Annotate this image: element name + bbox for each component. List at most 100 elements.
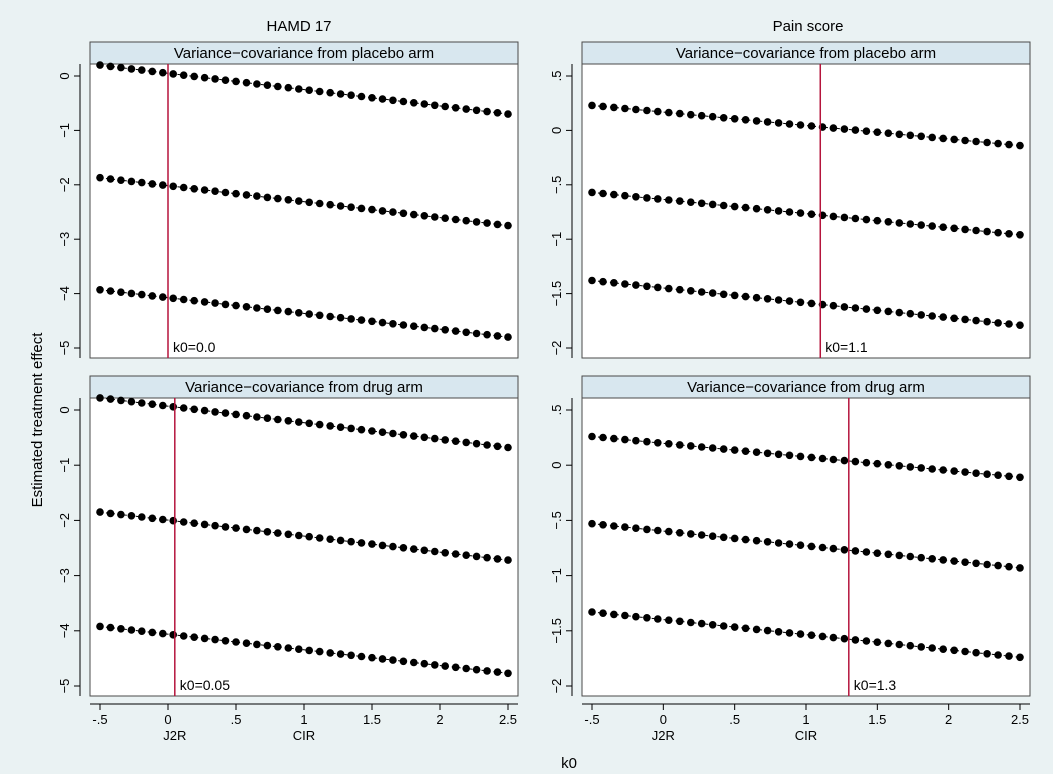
data-point <box>687 442 695 450</box>
data-point <box>774 207 783 215</box>
data-point <box>190 633 198 641</box>
data-point <box>190 405 198 414</box>
x-tick-label: 2.5 <box>1011 712 1029 727</box>
data-point <box>462 664 471 673</box>
data-point <box>917 221 925 229</box>
data-point <box>441 662 450 670</box>
data-point <box>708 200 717 209</box>
data-point <box>148 400 157 409</box>
data-point <box>336 90 345 98</box>
data-point <box>972 226 980 235</box>
data-point <box>200 406 209 415</box>
data-point <box>1005 652 1013 660</box>
data-point <box>295 418 303 426</box>
data-point <box>1005 140 1013 149</box>
data-point <box>462 328 471 337</box>
panel-title: Variance−covariance from drug arm <box>687 379 925 396</box>
data-point <box>483 553 491 562</box>
data-point <box>708 621 717 629</box>
series-connector <box>99 625 509 674</box>
series-2 <box>96 173 512 230</box>
data-point <box>347 424 355 433</box>
data-point <box>621 104 629 113</box>
data-point <box>610 522 618 530</box>
data-point <box>451 104 460 112</box>
data-point <box>357 92 366 101</box>
data-point <box>315 87 324 96</box>
data-point <box>472 552 481 561</box>
data-point <box>347 203 355 211</box>
data-point <box>169 182 177 191</box>
data-point <box>493 668 502 676</box>
data-point <box>895 219 904 227</box>
data-point <box>211 299 219 307</box>
data-point <box>862 215 871 224</box>
data-point <box>399 657 408 666</box>
data-point <box>928 644 936 652</box>
data-point <box>169 403 177 411</box>
data-point <box>431 101 439 110</box>
data-point <box>654 195 662 203</box>
data-point <box>305 310 314 318</box>
data-point <box>159 293 167 301</box>
data-point <box>643 194 651 202</box>
series-connector <box>99 511 509 561</box>
data-point <box>1016 564 1024 572</box>
data-point <box>763 538 772 546</box>
data-point <box>719 445 728 453</box>
data-point <box>676 441 684 449</box>
data-point <box>708 112 717 121</box>
data-point <box>906 309 915 318</box>
data-point <box>368 653 376 662</box>
data-point <box>928 555 936 563</box>
data-point <box>730 623 739 631</box>
data-point <box>763 626 772 635</box>
data-point <box>315 647 324 656</box>
data-point <box>895 462 904 470</box>
data-point <box>873 638 882 646</box>
data-point <box>654 283 662 292</box>
data-point <box>939 223 947 231</box>
data-point <box>295 309 303 317</box>
data-point <box>138 290 146 299</box>
data-point <box>305 198 314 207</box>
data-point <box>232 410 240 419</box>
data-point <box>796 630 805 638</box>
panel-title: Variance−covariance from placebo arm <box>174 45 434 62</box>
x-axis-title: k0 <box>561 755 577 772</box>
y-tick-label: −1.5 <box>549 618 564 644</box>
data-point <box>599 102 607 111</box>
data-point <box>796 541 805 549</box>
y-tick-label: −2 <box>57 513 72 528</box>
data-point <box>687 110 695 119</box>
data-point <box>654 439 662 447</box>
data-point <box>862 305 871 313</box>
data-point <box>961 225 969 234</box>
y-tick-label: −5 <box>57 341 72 356</box>
series-2 <box>588 188 1024 239</box>
data-point <box>906 552 915 561</box>
data-point <box>884 639 893 648</box>
data-point <box>752 536 761 545</box>
data-point <box>305 532 314 541</box>
data-point <box>665 284 673 293</box>
data-point <box>127 177 136 186</box>
data-point <box>410 322 418 331</box>
data-point <box>138 627 146 635</box>
data-point <box>939 556 947 564</box>
data-point <box>983 138 991 147</box>
data-point <box>741 292 750 301</box>
data-point <box>211 187 219 195</box>
data-point <box>295 197 303 205</box>
data-point <box>1016 141 1024 150</box>
y-tick-label: −.5 <box>549 511 564 529</box>
data-point <box>654 615 662 623</box>
data-point <box>676 285 684 294</box>
data-point <box>763 449 772 458</box>
data-point <box>431 434 439 443</box>
data-point <box>599 189 607 198</box>
data-point <box>315 534 324 542</box>
data-point <box>961 136 969 145</box>
data-point <box>730 446 739 454</box>
data-point <box>829 212 838 221</box>
